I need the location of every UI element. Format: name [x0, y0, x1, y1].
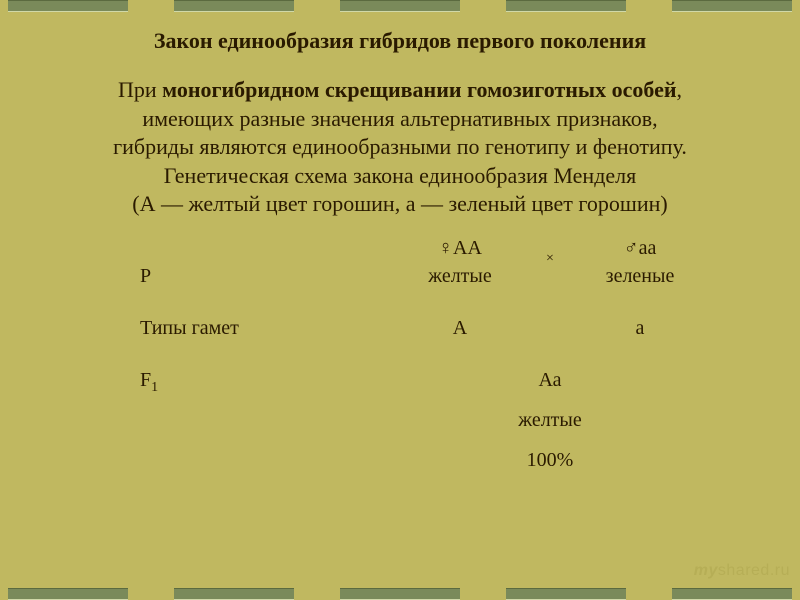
- genetic-diagram: ♀АА ♂аа × Р желтые зеленые Типы гамет A …: [40, 237, 760, 497]
- male-geno-text: аа: [639, 237, 657, 259]
- border-block: [174, 0, 294, 12]
- border-block: [506, 588, 626, 600]
- watermark-my: my: [694, 562, 718, 579]
- gametes-label: Типы гамет: [140, 317, 239, 340]
- male-genotype: ♂аа: [624, 237, 657, 260]
- border-block: [506, 0, 626, 12]
- border-block: [174, 588, 294, 600]
- f1-genotype: Аа: [538, 369, 561, 392]
- p-label: Р: [140, 265, 151, 288]
- border-block: [8, 588, 128, 600]
- border-block: [672, 0, 792, 12]
- male-symbol: ♂: [624, 237, 639, 259]
- f1-label-sub: 1: [151, 380, 158, 395]
- male-gamete: a: [636, 317, 645, 340]
- paragraph: При моногибридном скрещивании гомозиготн…: [40, 76, 760, 219]
- border-block: [8, 0, 128, 12]
- female-phenotype: желтые: [428, 265, 491, 288]
- para-l3: гибриды являются единообразными по генот…: [113, 134, 687, 159]
- para-l5: (А — желтый цвет горошин, а — зеленый цв…: [132, 191, 667, 216]
- para-l1-prefix: При: [118, 77, 162, 102]
- para-l1-bold: моногибридном скрещивании гомозиготных о…: [162, 77, 676, 102]
- female-genotype: ♀АА: [438, 237, 482, 260]
- slide-title: Закон единообразия гибридов первого поко…: [40, 28, 760, 54]
- slide: Закон единообразия гибридов первого поко…: [0, 0, 800, 600]
- f1-percent: 100%: [527, 449, 574, 472]
- border-top: [0, 0, 800, 12]
- border-block: [340, 588, 460, 600]
- cross-symbol: ×: [546, 251, 554, 267]
- para-l2: имеющих разные значения альтернативных п…: [142, 106, 657, 131]
- female-gamete: A: [453, 317, 467, 340]
- watermark-rest: shared.ru: [718, 562, 790, 579]
- border-block: [340, 0, 460, 12]
- content: Закон единообразия гибридов первого поко…: [0, 28, 800, 497]
- para-l1-suffix: ,: [677, 77, 683, 102]
- female-symbol: ♀: [438, 237, 453, 259]
- watermark: myshared.ru: [694, 562, 790, 580]
- border-bottom: [0, 588, 800, 600]
- border-block: [672, 588, 792, 600]
- f1-label-f: F: [140, 369, 151, 391]
- para-l4: Генетическая схема закона единообразия М…: [164, 163, 637, 188]
- f1-label: F1: [140, 369, 158, 396]
- male-phenotype: зеленые: [606, 265, 675, 288]
- female-geno-text: АА: [453, 237, 482, 259]
- f1-phenotype: желтые: [518, 409, 581, 432]
